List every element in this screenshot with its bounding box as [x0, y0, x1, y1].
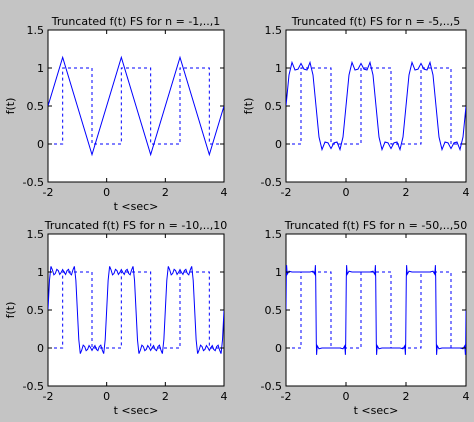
x-axis-label: t <sec>	[114, 200, 159, 213]
y-axis-label: f(t)	[4, 302, 17, 319]
fourier-approximation-series	[48, 266, 224, 354]
ideal-square-wave-series	[48, 271, 224, 349]
x-tick-label: 4	[221, 186, 228, 199]
y-tick-label: 1.5	[27, 24, 45, 37]
subplot-4: -0.5 0 0.5 1 1.5 -2 0 2 4 Truncated f(t) FS for n…	[261, 219, 470, 417]
y-tick-label: 0.5	[265, 100, 283, 113]
x-tick-label: 2	[403, 390, 410, 403]
x-tick-label: 4	[221, 390, 228, 403]
y-tick-label: 1.5	[265, 228, 283, 241]
y-tick-label: 0	[275, 342, 282, 355]
y-tick-label: 0	[275, 138, 282, 151]
ideal-square-wave-series	[48, 67, 224, 145]
y-tick-label: 0.5	[265, 304, 283, 317]
fourier-approximation-series	[286, 60, 466, 152]
x-tick-label: 0	[343, 186, 350, 199]
y-tick-label: 0.5	[27, 304, 45, 317]
x-axis-label: t <sec>	[354, 404, 399, 417]
x-tick-label: 0	[103, 186, 110, 199]
subplot-3: -0.5 0 0.5 1 1.5 -2 0 2 4 Truncated f(t) FS for n…	[4, 219, 228, 417]
x-axis-label: t <sec>	[114, 404, 159, 417]
y-tick-label: 1.5	[27, 228, 45, 241]
x-tick-label: 0	[103, 390, 110, 403]
x-tick-label: 2	[403, 186, 410, 199]
ideal-square-wave-series	[286, 67, 466, 145]
x-tick-label: -2	[43, 186, 54, 199]
x-tick-label: 0	[343, 390, 350, 403]
x-tick-label: -2	[281, 390, 292, 403]
subplot-2: -0.5 0 0.5 1 1.5 -2 0 2 4 Truncated f(t) FS for n…	[242, 15, 470, 199]
x-tick-label: 2	[162, 390, 169, 403]
fourier-approximation-series	[286, 265, 466, 355]
y-tick-label: 0	[37, 138, 44, 151]
chart-title: Truncated f(t) FS for n = -5,..,5	[291, 15, 461, 28]
x-tick-label: -2	[281, 186, 292, 199]
y-tick-label: 0	[37, 342, 44, 355]
y-tick-label: 1	[37, 62, 44, 75]
y-axis-label: f(t)	[242, 98, 255, 115]
chart-title: Truncated f(t) FS for n = -10,..,10	[44, 219, 228, 232]
y-tick-label: -0.5	[23, 380, 44, 393]
chart-title: Truncated f(t) FS for n = -50,..,50	[284, 219, 468, 232]
subplot-1: -0.5 0 0.5 1 1.5 -2 0 2 4 Truncated f(t) FS for n…	[4, 15, 228, 213]
x-tick-label: 4	[463, 390, 470, 403]
y-tick-label: 1	[275, 266, 282, 279]
x-tick-label: -2	[43, 390, 54, 403]
x-tick-label: 2	[162, 186, 169, 199]
y-tick-label: 1	[275, 62, 282, 75]
chart-title: Truncated f(t) FS for n = -1,..,1	[51, 15, 221, 28]
y-axis-label: f(t)	[4, 98, 17, 115]
y-tick-label: -0.5	[261, 380, 282, 393]
y-tick-label: 1	[37, 266, 44, 279]
x-tick-label: 4	[463, 186, 470, 199]
fourier-approximation-series	[48, 55, 224, 157]
y-tick-label: -0.5	[261, 176, 282, 189]
y-tick-label: 0.5	[27, 100, 45, 113]
y-tick-label: 1.5	[265, 24, 283, 37]
y-tick-label: -0.5	[23, 176, 44, 189]
